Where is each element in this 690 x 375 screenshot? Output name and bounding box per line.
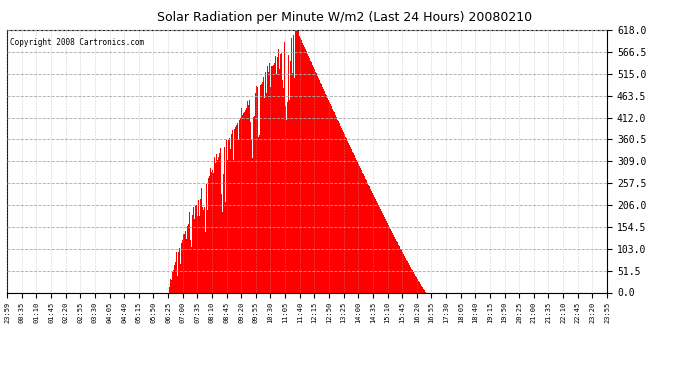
- Text: Solar Radiation per Minute W/m2 (Last 24 Hours) 20080210: Solar Radiation per Minute W/m2 (Last 24…: [157, 11, 533, 24]
- Text: Copyright 2008 Cartronics.com: Copyright 2008 Cartronics.com: [10, 38, 144, 47]
